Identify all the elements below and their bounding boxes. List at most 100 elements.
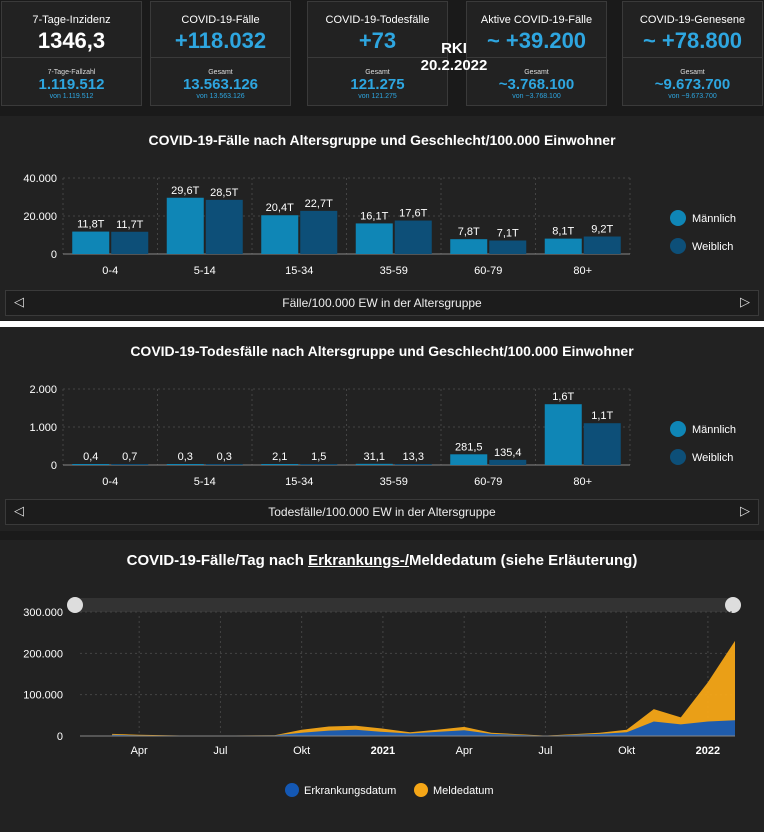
- x-tick-label: 2022: [696, 745, 720, 757]
- x-tick-label: 15-34: [285, 265, 313, 277]
- kpi-bottom-sub: von 1.119.512: [49, 93, 94, 100]
- legend-label: Männlich: [692, 213, 736, 225]
- data-label: 0,3: [178, 451, 193, 463]
- range-handle-right: [725, 597, 741, 613]
- kpi-bottom: Gesamt ~9.673.700 von ~9.673.700: [623, 59, 762, 100]
- bar-female: [394, 220, 432, 254]
- x-tick-label: 80+: [573, 265, 592, 277]
- data-label: 2,1: [272, 451, 287, 463]
- legend-label: Männlich: [692, 424, 736, 436]
- y-tick-label: 2.000: [29, 384, 57, 396]
- deaths-chart-title: COVID-19-Todesfälle nach Altersgruppe un…: [130, 343, 634, 359]
- kpi-card: 7-Tage-Inzidenz 1346,3 7-Tage-Fallzahl 1.11…: [1, 1, 142, 106]
- legend-label: Weiblich: [692, 452, 733, 464]
- x-tick-label: 60-79: [474, 476, 502, 488]
- x-tick-label: 0-4: [102, 265, 118, 277]
- kpi-top-label: 7-Tage-Inzidenz: [32, 14, 111, 26]
- data-label: 9,2T: [591, 224, 613, 236]
- kpi-bottom-value: 121.275: [350, 76, 405, 93]
- data-label: 29,6T: [171, 185, 199, 197]
- kpi-top: Aktive COVID-19-Fälle ~ +39.200: [467, 2, 606, 58]
- kpi-bottom-sub: von ~3.768.100: [512, 93, 561, 100]
- kpi-top: COVID-19-Genesene ~ +78.800: [623, 2, 762, 58]
- kpi-bottom-label: Gesamt: [680, 69, 705, 76]
- kpi-bottom-sub: von 13.563.126: [196, 93, 245, 100]
- deaths-xlabel: Todesfälle/100.000 EW in der Altersgrupp…: [268, 505, 496, 519]
- kpi-card: COVID-19-Todesfälle +73 Gesamt 121.275 von 1…: [307, 1, 448, 106]
- x-tick-label: 80+: [573, 476, 592, 488]
- y-tick-label: 0: [57, 731, 63, 743]
- kpi-bottom-label: 7-Tage-Fallzahl: [47, 69, 96, 76]
- rki-stamp: RKI 20.2.2022: [412, 40, 496, 74]
- y-tick-label: 40.000: [23, 173, 57, 185]
- daily-area-chart: 0 100.000 200.000 300.000 Apr Jul Okt 2021 Apr Ju…: [23, 597, 741, 797]
- kpi-top-label: COVID-19-Todesfälle: [325, 14, 430, 26]
- x-tick-label: 60-79: [474, 265, 502, 277]
- bar-female: [111, 464, 149, 465]
- data-label: 1,6T: [552, 391, 574, 403]
- bar-female: [111, 231, 149, 254]
- x-tick-label: Jul: [538, 745, 552, 757]
- kpi-top: 7-Tage-Inzidenz 1346,3: [2, 2, 141, 58]
- range-handle-left: [67, 597, 83, 613]
- y-tick-label: 100.000: [23, 690, 63, 702]
- cases-by-age-panel: COVID-19-Fälle nach Altersgruppe und Ges…: [0, 116, 764, 320]
- kpi-top-value: +73: [358, 28, 397, 53]
- data-label: 31,1: [364, 451, 385, 463]
- kpi-bottom-sub: von 121.275: [358, 93, 397, 100]
- bar-male: [166, 464, 204, 465]
- prev-arrow-icon[interactable]: ◁: [14, 503, 24, 518]
- data-label: 7,8T: [458, 226, 480, 238]
- kpi-bottom-value: ~3.768.100: [498, 76, 575, 93]
- next-arrow-icon[interactable]: ▷: [740, 294, 750, 309]
- kpi-bottom-label: Gesamt: [524, 69, 549, 76]
- bar-male: [355, 223, 393, 254]
- kpi-top-value: +118.032: [174, 28, 267, 53]
- cases-bar-chart: 0 20.000 40.000 11,8T 11,7T 0-4 29,6T 28,5T 5-14…: [23, 173, 736, 277]
- cases-xlabel: Fälle/100.000 EW in der Altersgruppe: [282, 296, 482, 310]
- bar-male: [72, 464, 110, 465]
- kpi-top-value: ~ +39.200: [486, 28, 587, 53]
- title-link[interactable]: Erkrankungs-/: [308, 552, 409, 569]
- bar-male: [450, 239, 488, 254]
- bar-male: [544, 404, 582, 465]
- data-label: 16,1T: [360, 210, 388, 222]
- bar-female: [300, 464, 338, 465]
- data-label: 1,5: [311, 451, 326, 463]
- y-tick-label: 20.000: [23, 211, 57, 223]
- bar-female: [205, 199, 243, 254]
- data-label: 20,4T: [266, 202, 294, 214]
- legend-swatch: [670, 421, 686, 437]
- kpi-bottom-value: 1.119.512: [38, 76, 105, 93]
- y-tick-label: 0: [51, 249, 57, 261]
- y-tick-label: 1.000: [29, 422, 57, 434]
- title-suffix: Meldedatum (siehe Erläuterung): [408, 552, 638, 569]
- data-label: 17,6T: [399, 208, 427, 220]
- data-label: 11,8T: [77, 219, 105, 231]
- kpi-card: COVID-19-Fälle +118.032 Gesamt 13.563.126 vo…: [150, 1, 291, 106]
- kpi-card: COVID-19-Genesene ~ +78.800 Gesamt ~9.673.7…: [622, 1, 763, 106]
- deaths-bar-chart: 0 1.000 2.000 0,4 0,7 0-4 0,3 0,3 5-14 2,1 1,5 15-3…: [29, 384, 736, 488]
- legend-swatch: [670, 238, 686, 254]
- bar-female: [489, 240, 527, 254]
- bar-female: [583, 236, 621, 254]
- next-arrow-icon[interactable]: ▷: [740, 503, 750, 518]
- data-label: 281,5: [455, 441, 483, 453]
- x-tick-label: 5-14: [194, 476, 216, 488]
- data-label: 13,3: [403, 451, 424, 463]
- daily-cases-panel: COVID-19-Fälle/Tag nach Erkrankungs-/Mel…: [0, 540, 764, 832]
- x-tick-label: Apr: [131, 745, 148, 757]
- x-tick-label: 0-4: [102, 476, 118, 488]
- kpi-bottom-sub: von ~9.673.700: [668, 93, 717, 100]
- rki-name: RKI: [441, 40, 467, 57]
- bar-male: [544, 238, 582, 254]
- prev-arrow-icon[interactable]: ◁: [14, 294, 24, 309]
- kpi-bottom: Gesamt ~3.768.100 von ~3.768.100: [467, 59, 606, 100]
- title-prefix: COVID-19-Fälle/Tag nach: [126, 552, 309, 569]
- daily-chart-title: COVID-19-Fälle/Tag nach Erkrankungs-/Mel…: [0, 552, 764, 569]
- legend-swatch: [285, 783, 299, 797]
- kpi-bottom-label: Gesamt: [208, 69, 233, 76]
- bar-female: [583, 423, 621, 465]
- kpi-top: COVID-19-Todesfälle +73: [308, 2, 447, 58]
- kpi-bottom: Gesamt 13.563.126 von 13.563.126: [151, 59, 290, 100]
